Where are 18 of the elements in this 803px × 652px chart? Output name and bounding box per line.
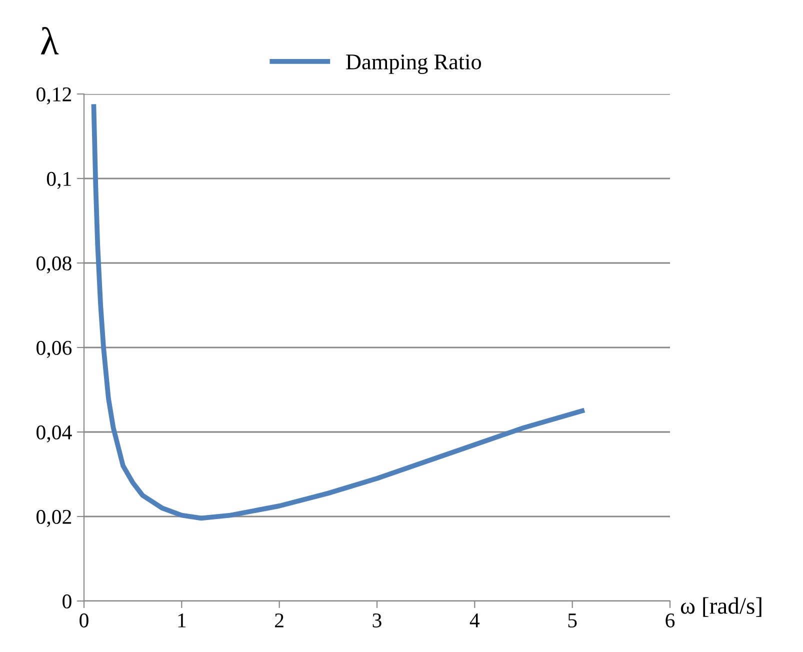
x-tick-label: 6 (666, 613, 675, 628)
y-tick-label: 0,02 (36, 510, 72, 527)
x-tick-label: 5 (568, 614, 577, 628)
line-series (91, 104, 585, 521)
x-tick-label: 0 (80, 613, 88, 628)
y-axis-title: λ (41, 26, 59, 54)
y-tick-label: 0,12 (36, 87, 72, 104)
x-tick-label: 2 (275, 613, 284, 628)
y-tick-label: 0,06 (36, 340, 72, 358)
y-tick-label: 0,04 (36, 425, 72, 442)
legend-label: Damping Ratio (346, 54, 482, 74)
x-tick-label: 1 (178, 614, 186, 628)
x-tick-label: 3 (372, 613, 382, 628)
x-tick-label: 4 (470, 614, 480, 628)
x-axis-title: ω [rad/s] (680, 597, 762, 617)
y-tick-label: 0,08 (36, 256, 72, 274)
y-tick-label: 0,1 (46, 172, 71, 189)
y-tick-label: 0 (62, 594, 72, 608)
